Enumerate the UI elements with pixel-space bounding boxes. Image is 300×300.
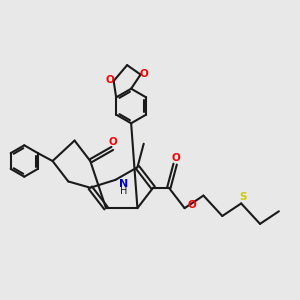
Text: O: O [187, 200, 196, 210]
Text: O: O [140, 69, 149, 79]
Text: O: O [171, 153, 180, 163]
Text: O: O [109, 137, 117, 147]
Text: H: H [120, 186, 127, 196]
Text: N: N [119, 178, 128, 189]
Text: S: S [239, 191, 247, 202]
Text: O: O [106, 75, 114, 85]
